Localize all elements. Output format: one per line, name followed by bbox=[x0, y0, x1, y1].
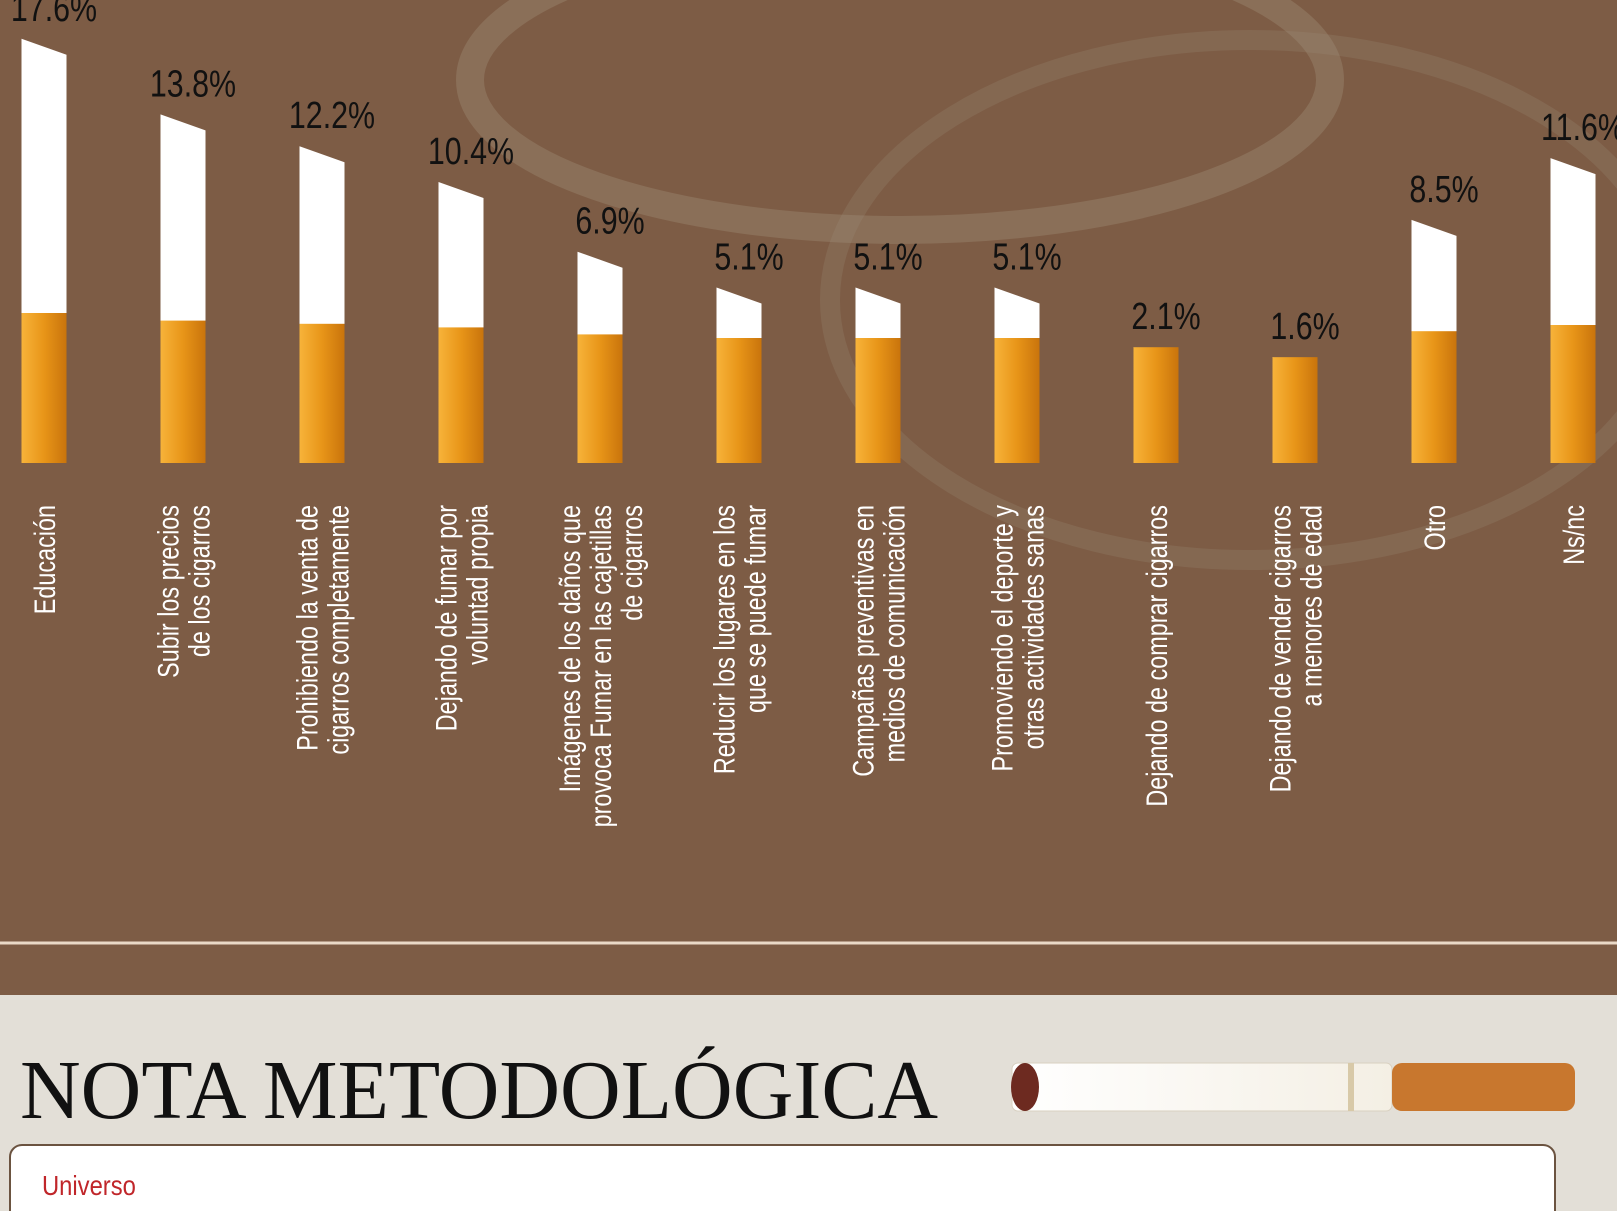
value-label: 11.6% bbox=[1541, 107, 1617, 149]
value-label: 5.1% bbox=[992, 236, 1061, 278]
chart: NOTA METODOLÓGICA Universo 17.6% Educació… bbox=[0, 0, 1617, 1211]
cigarette-bar bbox=[439, 182, 484, 463]
value-label: 8.5% bbox=[1409, 169, 1478, 211]
bar-filter bbox=[578, 334, 623, 463]
value-label: 13.8% bbox=[150, 63, 236, 105]
bar-filter bbox=[1412, 331, 1457, 463]
bar-filter bbox=[717, 338, 762, 463]
value-label: 12.2% bbox=[289, 95, 375, 137]
bar-filter bbox=[1551, 325, 1596, 463]
info-box bbox=[10, 1145, 1555, 1211]
bar-filter bbox=[1134, 347, 1179, 463]
value-label: 6.9% bbox=[575, 201, 644, 243]
category-label: Ns/nc bbox=[1557, 505, 1590, 565]
page: NOTA METODOLÓGICA Universo 17.6% Educació… bbox=[0, 0, 1617, 1211]
cigarette-bar bbox=[717, 288, 762, 463]
bar-filter bbox=[856, 338, 901, 463]
category-label: Educación bbox=[28, 505, 61, 614]
cigarette-bar bbox=[1134, 347, 1179, 463]
bar-filter bbox=[161, 321, 206, 463]
cigarette-bar bbox=[1551, 158, 1596, 463]
cigarette-bar bbox=[161, 114, 206, 463]
category-label: Campañas preventivas enmedios de comunic… bbox=[847, 505, 911, 777]
value-label: 10.4% bbox=[428, 131, 514, 173]
cigarette-bar bbox=[300, 146, 345, 463]
value-label: 5.1% bbox=[853, 236, 922, 278]
bar-filter bbox=[300, 324, 345, 463]
category-label: Subir los preciosde los cigarros bbox=[152, 505, 216, 678]
value-label: 1.6% bbox=[1270, 306, 1339, 348]
cigarette-bar bbox=[578, 252, 623, 463]
bar-filter bbox=[995, 338, 1040, 463]
background bbox=[0, 0, 1617, 995]
bar-filter bbox=[439, 327, 484, 463]
section-title: NOTA METODOLÓGICA bbox=[20, 1044, 938, 1137]
value-label: 5.1% bbox=[714, 236, 783, 278]
cigarette-illustration bbox=[1011, 1063, 1575, 1111]
bar-filter bbox=[22, 313, 67, 463]
category-label: Dejando de comprar cigarros bbox=[1140, 505, 1173, 807]
cigarette-bar bbox=[22, 39, 67, 463]
box-heading: Universo bbox=[42, 1169, 136, 1201]
value-label: 17.6% bbox=[11, 0, 97, 30]
value-label: 2.1% bbox=[1131, 296, 1200, 338]
bar-filter bbox=[1273, 357, 1318, 463]
cigarette-bar bbox=[1273, 357, 1318, 463]
cigarette-bar bbox=[856, 288, 901, 463]
category-label: Prohibiendo la venta decigarros completa… bbox=[291, 505, 355, 755]
category-label: Otro bbox=[1418, 505, 1451, 551]
cigarette-bar bbox=[1412, 220, 1457, 463]
cigarette-bar bbox=[995, 288, 1040, 463]
category-label: Promoviendo el deporte yotras actividade… bbox=[986, 505, 1050, 772]
